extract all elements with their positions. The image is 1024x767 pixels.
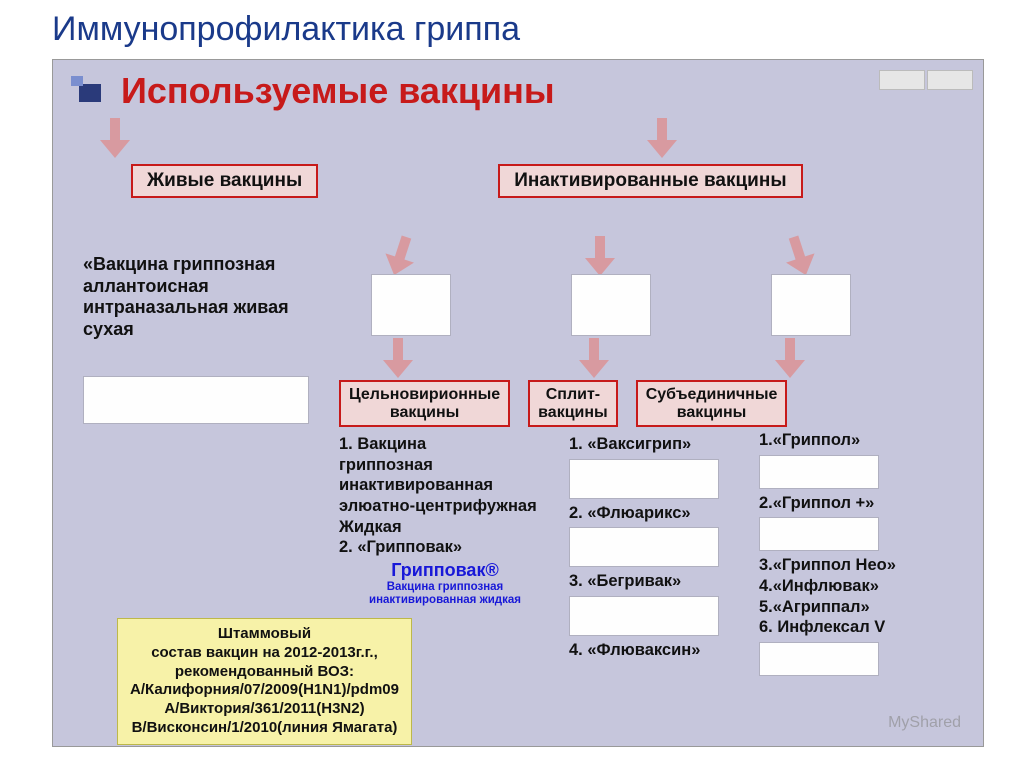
subtype-box-row: Цельновирионные вакцины Сплит- вакцины С… [339, 380, 787, 427]
column-split: 1. «Ваксигрип» 2. «Флюарикс» 3. «Бегрива… [569, 434, 739, 661]
box-live: Живые вакцины [131, 164, 318, 198]
bullet-icon [71, 76, 107, 106]
box-whole: Цельновирионные вакцины [339, 380, 510, 427]
page-title: Иммунопрофилактика гриппа [0, 0, 1024, 59]
arrow-down-icon [579, 338, 609, 380]
fluarix-image [569, 527, 719, 567]
grippovak-sub2: инактивированная жидкая [355, 594, 535, 607]
slide-title: Используемые вакцины [121, 70, 555, 112]
list-item: 6. Инфлексал V [759, 617, 959, 638]
vaxigrip-image [569, 459, 719, 499]
grippovak-name: Грипповак® [355, 560, 535, 581]
who-line: А/Калифорния/07/2009(H1N1)/pdm09 [130, 681, 399, 700]
arrow-down-icon [383, 338, 413, 380]
virus-image-placeholder [371, 274, 451, 336]
window-controls [879, 70, 973, 90]
virus-image-row [371, 274, 851, 336]
list-item: 1. Вакцина [339, 434, 549, 455]
grippol-image [759, 455, 879, 489]
list-item: гриппозная [339, 455, 549, 476]
virus-image-placeholder [571, 274, 651, 336]
top-arrow-row [71, 118, 965, 160]
arrow-down-icon [647, 118, 677, 160]
column-whole-virion: 1. Вакцина гриппозная инактивированная э… [339, 434, 549, 558]
box-subunit: Субъединичные вакцины [636, 380, 788, 427]
grippol-plus-image [759, 517, 879, 551]
live-vaccine-package-image [83, 376, 309, 424]
grippovak-sub1: Вакцина гриппозная [355, 581, 535, 594]
live-vaccine-desc: «Вакцина гриппозная аллантоисная интрана… [83, 254, 333, 340]
list-item: 1. «Ваксигрип» [569, 434, 739, 455]
minimize-ph [879, 70, 925, 90]
list-item: 1.«Гриппол» [759, 430, 959, 451]
begrivak-image [569, 596, 719, 636]
list-item: элюатно-центрифужная [339, 496, 549, 517]
who-line: рекомендованный ВОЗ: [130, 663, 399, 682]
who-line: состав вакцин на 2012-2013г.г., [130, 644, 399, 663]
list-item: Жидкая [339, 517, 549, 538]
list-item: инактивированная [339, 475, 549, 496]
list-item: 4.«Инфлювак» [759, 576, 959, 597]
slide-title-row: Используемые вакцины [71, 70, 965, 112]
sub-arrow-row-2 [383, 338, 805, 380]
list-item: 2. «Грипповак» [339, 537, 549, 558]
list-item: 4. «Флюваксин» [569, 640, 739, 661]
grippovak-logo: Грипповак® Вакцина гриппозная инактивиро… [355, 560, 535, 606]
subtype-label: Цельновирионные вакцины [349, 386, 500, 421]
category-row: Живые вакцины Инактивированные вакцины [71, 164, 965, 198]
arrow-down-icon [585, 236, 615, 278]
who-line: Штаммовый [130, 625, 399, 644]
who-strain-box: Штаммовый состав вакцин на 2012-2013г.г.… [117, 618, 412, 745]
watermark: MyShared [888, 714, 961, 732]
who-line: В/Висконсин/1/2010(линия Ямагата) [130, 719, 399, 738]
list-item: 2.«Гриппол +» [759, 493, 959, 514]
close-ph [927, 70, 973, 90]
slide-content: Используемые вакцины Живые вакцины Инакт… [52, 59, 984, 747]
box-split: Сплит- вакцины [528, 380, 618, 427]
list-item: 5.«Агриппал» [759, 597, 959, 618]
arrow-down-icon [775, 338, 805, 380]
virus-image-placeholder [771, 274, 851, 336]
sub-arrow-row-1 [385, 236, 815, 278]
who-line: А/Виктория/361/2011(H3N2) [130, 700, 399, 719]
arrow-down-icon [100, 118, 130, 160]
subtype-label: Сплит- вакцины [538, 386, 608, 421]
list-item: 3. «Бегривак» [569, 571, 739, 592]
box-inactivated: Инактивированные вакцины [498, 164, 802, 198]
inflexal-image [759, 642, 879, 676]
list-item: 2. «Флюарикс» [569, 503, 739, 524]
column-subunit: 1.«Гриппол» 2.«Гриппол +» 3.«Гриппол Нео… [759, 430, 959, 680]
subtype-label: Субъединичные вакцины [646, 386, 778, 421]
list-item: 3.«Гриппол Нео» [759, 555, 959, 576]
